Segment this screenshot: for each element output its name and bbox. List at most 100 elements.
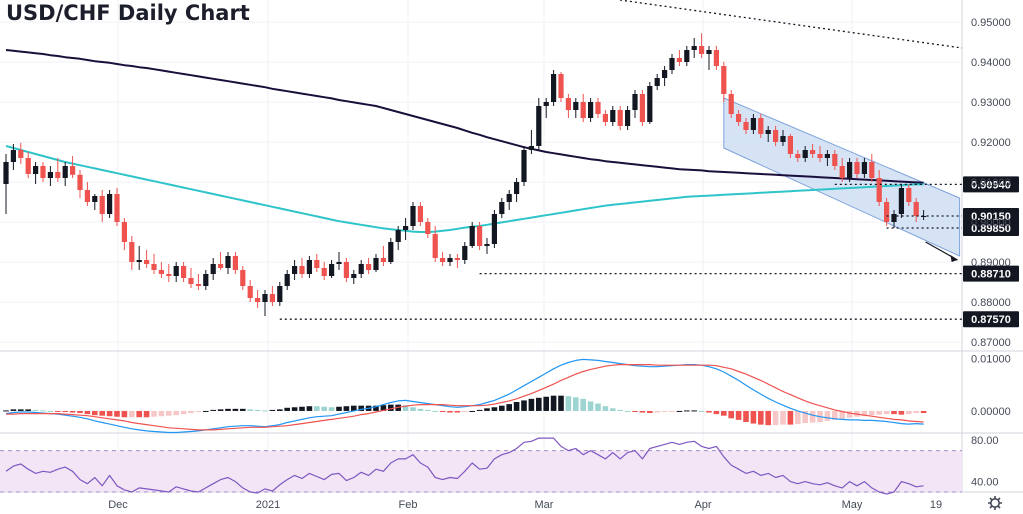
macd-hist-bar-negative: [55, 410, 61, 412]
macd-hist-bar-positive: [573, 397, 579, 411]
candle-body-up: [528, 146, 534, 150]
candle-body-down: [70, 166, 76, 175]
candle-body-up: [780, 136, 786, 142]
macd-hist-bar-positive: [617, 409, 623, 411]
price-tick-label: 0.95000: [971, 17, 1011, 29]
candle-body-down: [699, 46, 705, 54]
macd-hist-bar-positive: [410, 407, 416, 411]
candle-body-down: [787, 136, 793, 154]
macd-hist-bar-positive: [277, 409, 283, 411]
macd-hist-bar-negative: [743, 410, 749, 422]
macd-hist-bar-positive: [32, 409, 39, 411]
candle-body-up: [669, 58, 675, 70]
macd-hist-bar-positive: [602, 406, 609, 411]
candle-body-up: [388, 242, 394, 262]
macd-hist-bar-negative: [69, 410, 76, 413]
macd-hist-bar-negative: [647, 410, 653, 414]
candle-body-up: [750, 118, 756, 130]
candle-body-up: [447, 258, 453, 262]
macd-hist-bar-positive: [210, 409, 216, 411]
level-label-box: [963, 311, 1019, 328]
candle-body-down: [743, 122, 749, 130]
candle-body-down: [158, 270, 164, 274]
candle-body-up: [891, 214, 897, 222]
candle-body-down: [99, 196, 105, 214]
macd-hist-bar-negative: [106, 410, 113, 417]
macd-hist-bar-negative: [824, 410, 831, 421]
rsi-line: [5, 437, 924, 495]
sma-slow-line: [5, 49, 924, 184]
candle-body-up: [824, 154, 830, 158]
candle-body-up: [625, 110, 631, 126]
candle-body-up: [662, 70, 668, 78]
macd-hist-bar-positive: [240, 408, 246, 411]
macd-hist-bar-negative: [195, 410, 202, 412]
candle-body-up: [203, 274, 209, 286]
macd-tick-label: 0.01000: [971, 353, 1011, 365]
candle-body-down: [602, 114, 608, 122]
macd-hist-bar-negative: [454, 410, 461, 413]
candle-body-down: [218, 264, 224, 268]
candle-body-down: [432, 234, 438, 258]
rsi-tick-label: 40.00: [971, 477, 999, 489]
candle-body-up: [395, 230, 401, 242]
macd-hist-bar-positive: [484, 408, 490, 411]
moving-averages: [5, 49, 924, 233]
candle-body-up: [277, 286, 283, 302]
candle-body-up: [847, 162, 853, 178]
level-label-box: [963, 176, 1019, 193]
candle-body-up: [47, 172, 53, 178]
macd-hist-bar-negative: [795, 410, 801, 425]
candle-body-down: [817, 154, 823, 158]
candle-body-up: [706, 50, 712, 54]
rsi-band: [0, 450, 962, 492]
candle-body-down: [188, 278, 194, 284]
candle-body-up: [632, 94, 638, 110]
macd-hist-bar-positive: [321, 406, 327, 411]
macd-hist-bar-positive: [684, 410, 690, 412]
candle-body-up: [373, 258, 379, 270]
settings-gear-icon[interactable]: [988, 496, 1002, 510]
macd-hist-bar-negative: [661, 410, 668, 412]
candle-body-down: [232, 256, 238, 270]
candle-body-down: [77, 174, 83, 190]
rsi-pane: [0, 437, 962, 495]
candle-body-up: [462, 246, 468, 260]
candle-body-up: [62, 166, 68, 178]
projection-arrow-head: [950, 255, 958, 262]
candle-body-down: [854, 162, 860, 174]
candle-body-up: [861, 162, 867, 174]
macd-hist-bar-negative: [780, 410, 786, 425]
candle-body-up: [10, 150, 16, 162]
candle-body-down: [366, 264, 372, 270]
price-tick-label: 0.93000: [971, 97, 1011, 109]
candle-body-up: [410, 206, 416, 226]
candle-body-down: [129, 242, 135, 262]
candle-body-up: [292, 266, 298, 274]
time-tick-label: 19: [930, 499, 942, 511]
candle-body-down: [580, 102, 586, 118]
candle-body-up: [358, 264, 364, 274]
candle-body-down: [425, 222, 431, 234]
candle-body-down: [18, 150, 24, 158]
candle-body-up: [898, 188, 904, 214]
candle-body-up: [469, 226, 475, 246]
macd-hist-bar-negative: [735, 410, 742, 420]
candle-body-down: [758, 118, 764, 134]
macd-hist-bar-positive: [247, 409, 253, 411]
candle-body-down: [269, 294, 275, 302]
candle-body-up: [262, 294, 268, 302]
candle-body-down: [195, 284, 201, 286]
macd-hist-bar-positive: [595, 403, 601, 411]
time-tick-label: May: [842, 499, 863, 511]
candle-body-down: [299, 266, 305, 274]
time-tick-label: Mar: [535, 499, 554, 511]
candle-body-up: [536, 106, 542, 146]
candle-body-down: [832, 154, 838, 166]
macd-hist-bar-positive: [269, 409, 276, 411]
macd-hist-bar-positive: [521, 400, 527, 411]
chart-title: USD/CHF Daily Chart: [6, 1, 250, 25]
candle-body-down: [151, 264, 157, 270]
macd-hist-bar-negative: [869, 410, 875, 416]
